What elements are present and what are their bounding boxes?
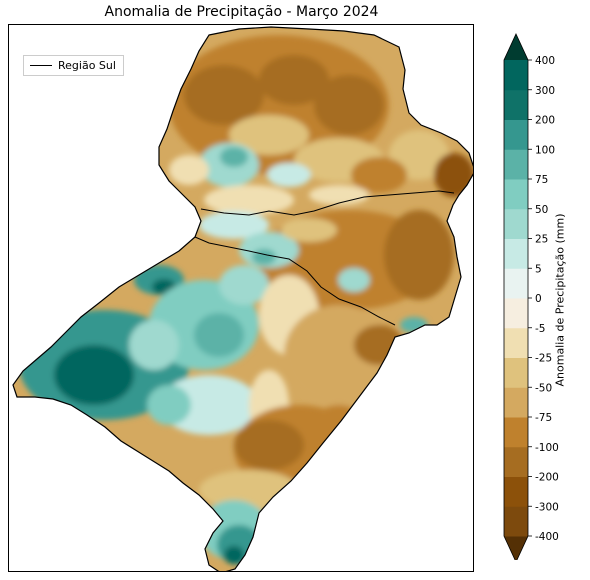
map-canvas (12, 26, 473, 571)
colorbar-segment (504, 357, 528, 388)
regiao-sul-outline (12, 26, 473, 571)
precipitation-anomaly-field (13, 27, 473, 571)
colorbar-tick-label: -75 (535, 412, 552, 424)
colorbar-extend-max (504, 34, 528, 60)
map-frame: Região Sul (8, 24, 474, 572)
colorbar-tick-label: 100 (535, 144, 555, 156)
colorbar-tick-label: -5 (535, 323, 545, 335)
colorbar-label: Anomalia de Precipitação (mm) (553, 213, 567, 387)
colorbar-tick-label: -200 (535, 472, 559, 484)
border-parana-santa-catarina (200, 190, 455, 216)
colorbar-segment (504, 417, 528, 448)
colorbar-extend-min (504, 536, 528, 560)
colorbar-segment (504, 119, 528, 150)
colorbar-segment (504, 238, 528, 269)
colorbar-segment (504, 179, 528, 210)
colorbar-segment (504, 446, 528, 477)
colorbar: -400-300-200-100-75-50-25-50525507510020… (503, 33, 559, 560)
map-legend: Região Sul (23, 55, 124, 76)
colorbar-segment (504, 89, 528, 120)
colorbar-segment (504, 387, 528, 418)
colorbar-tick-label: -25 (535, 353, 552, 365)
map-title: Anomalia de Precipitação - Março 2024 (104, 4, 379, 20)
colorbar-tick-label: 50 (535, 204, 548, 216)
legend-line-swatch (30, 65, 52, 66)
legend-label: Região Sul (58, 59, 116, 72)
colorbar-segment (504, 476, 528, 507)
colorbar-tick-label: -300 (535, 501, 559, 513)
colorbar-segment (504, 298, 528, 329)
border-santa-catarina-rio-grande-do-sul (194, 236, 396, 326)
colorbar-tick-label: 200 (535, 115, 555, 127)
colorbar-tick-label: -100 (535, 442, 559, 454)
colorbar-segment (504, 327, 528, 358)
colorbar-tick-label: -400 (535, 531, 559, 543)
colorbar-tick-label: 400 (535, 55, 555, 67)
colorbar-segment (504, 60, 528, 91)
colorbar-tick-label: 5 (535, 263, 542, 275)
colorbar-tick-label: 300 (535, 85, 555, 97)
colorbar-tick-label: 75 (535, 174, 548, 186)
colorbar-tick-label: 0 (535, 293, 542, 305)
colorbar-segment (504, 268, 528, 299)
colorbar-tick-label: -50 (535, 382, 552, 394)
colorbar-segment (504, 506, 528, 537)
colorbar-tick-label: 25 (535, 234, 548, 246)
colorbar-segment (504, 149, 528, 180)
colorbar-segment (504, 208, 528, 239)
